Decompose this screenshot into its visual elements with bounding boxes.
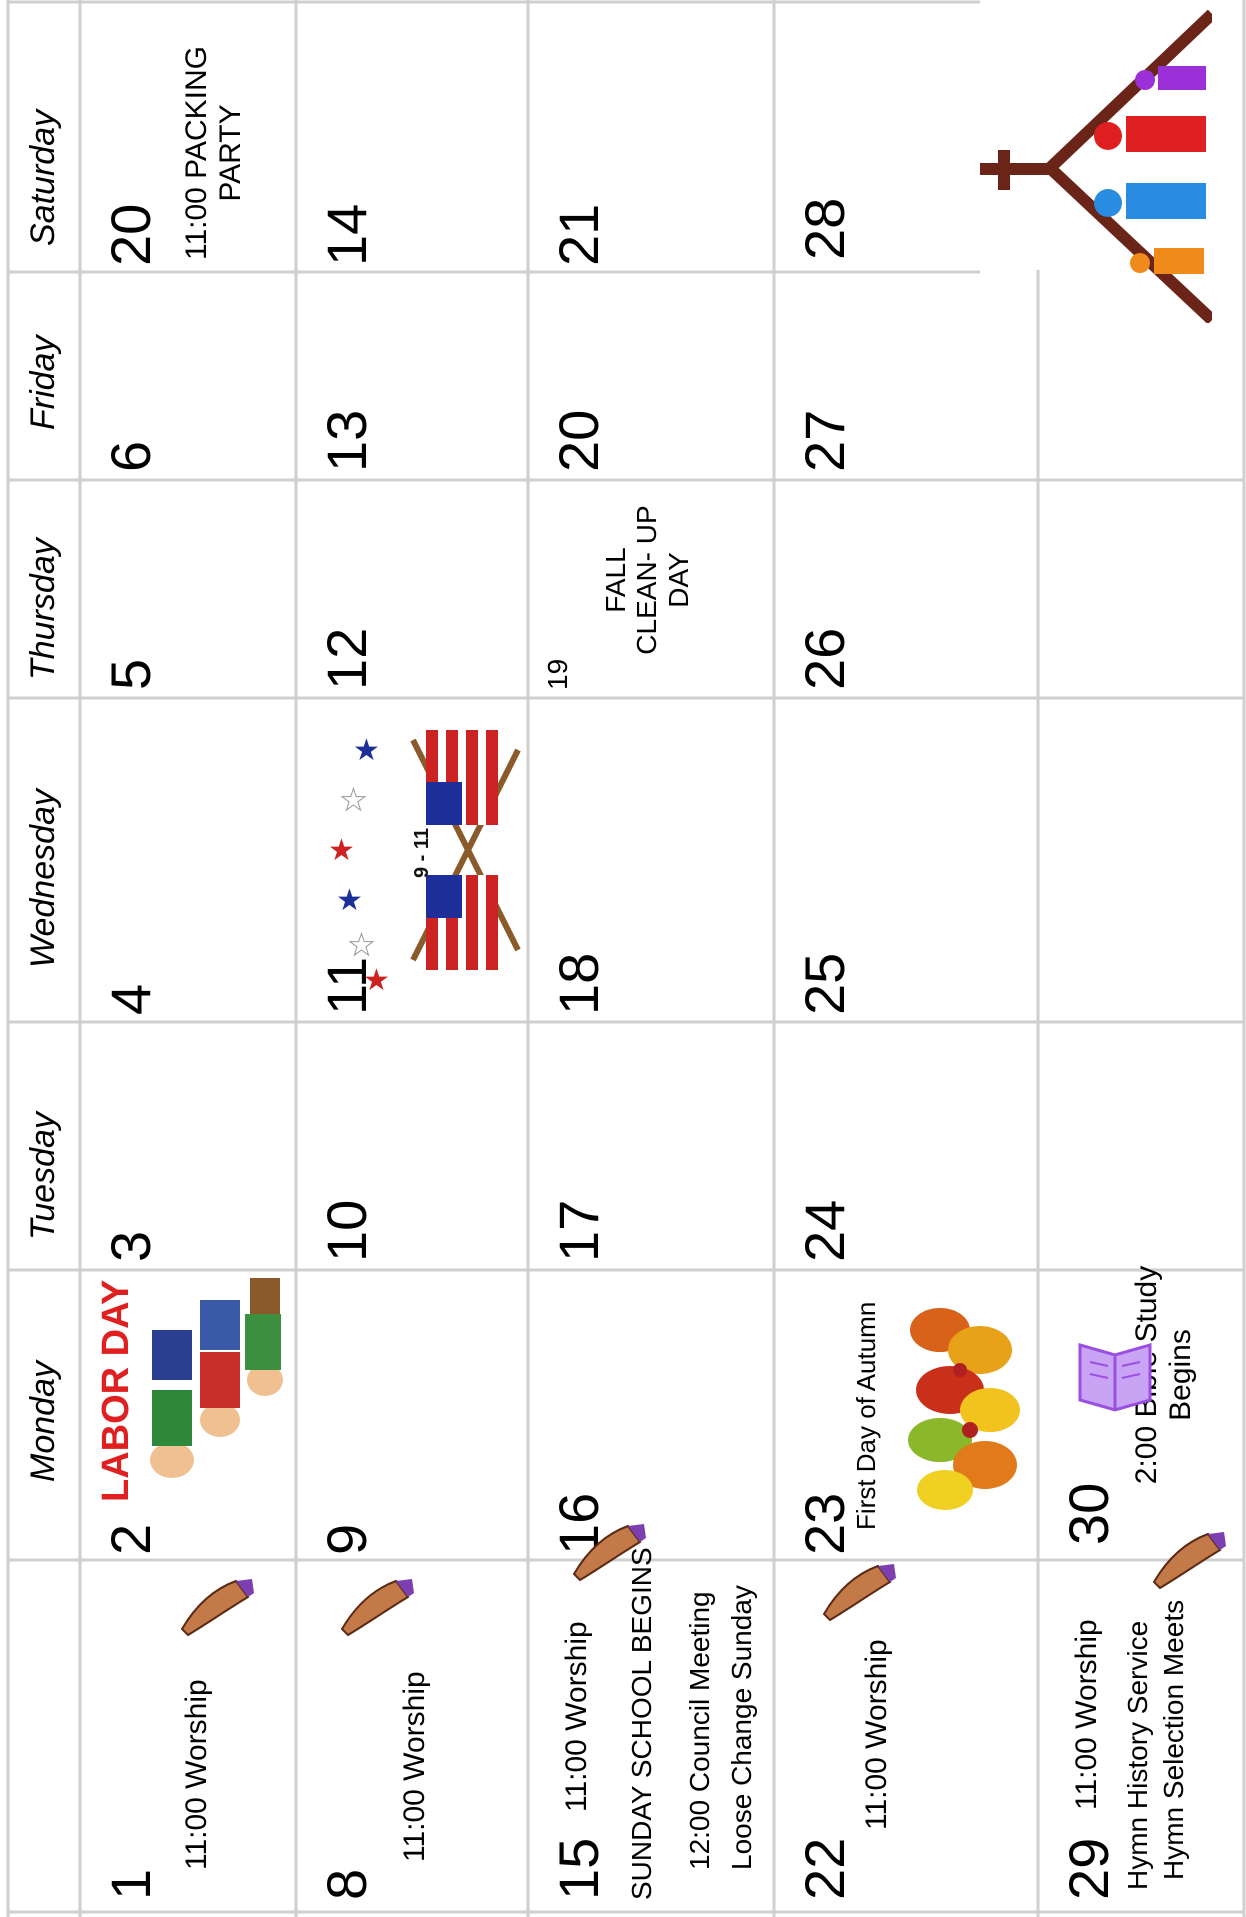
day-28: 28 xyxy=(793,197,856,260)
header-thursday: Thursday xyxy=(24,538,62,680)
svg-text:★: ★ xyxy=(348,928,375,963)
praying-hands-icon xyxy=(1150,1528,1228,1590)
flag-bottom xyxy=(426,875,498,970)
day-9: 9 xyxy=(315,1523,378,1555)
event-worship-29: 11:00 Worship xyxy=(1070,1619,1103,1810)
day-19: 19 xyxy=(542,658,573,690)
day-30: 30 xyxy=(1057,1482,1120,1545)
day-2: 2 xyxy=(99,1523,162,1555)
packing-party-line1: 11:00 PACKING xyxy=(180,46,213,260)
flag-top xyxy=(426,730,498,825)
day-13: 13 xyxy=(315,409,378,472)
crossed-american-flags-icon: ★ ★ ★ ★ ★ ★ 9 - 11 xyxy=(318,700,528,1000)
labor-day-workers-icon: LABOR DAY xyxy=(95,1270,290,1510)
svg-text:★: ★ xyxy=(353,733,380,768)
day-21: 21 xyxy=(547,203,610,266)
svg-text:★: ★ xyxy=(336,883,363,918)
labor-day-text: LABOR DAY xyxy=(100,1280,137,1502)
day-26: 26 xyxy=(793,627,856,690)
praying-hands-icon xyxy=(570,1520,648,1582)
header-saturday: Saturday xyxy=(24,109,62,246)
bible-study-line2: Begins xyxy=(1163,1329,1197,1421)
event-loose-change: Loose Change Sunday xyxy=(726,1585,757,1870)
event-worship-1: 11:00 Worship xyxy=(180,1679,213,1870)
packing-party-line2: PARTY xyxy=(213,104,247,202)
day-5: 5 xyxy=(99,658,162,690)
church-family-icon xyxy=(980,8,1217,325)
day-12: 12 xyxy=(315,627,378,690)
header-monday: Monday xyxy=(24,1361,62,1482)
day-14: 14 xyxy=(315,203,378,266)
day-10: 10 xyxy=(315,1199,378,1262)
day-15: 15 xyxy=(547,1837,610,1900)
day-29: 29 xyxy=(1057,1837,1120,1900)
fall-cleanup-line3: DAY xyxy=(662,552,694,608)
event-hymn-selection: Hymn Selection Meets xyxy=(1158,1599,1189,1880)
event-hymn-history: Hymn History Service xyxy=(1122,1620,1153,1890)
header-wednesday: Wednesday xyxy=(24,789,62,968)
day-25: 25 xyxy=(793,952,856,1015)
day-24: 24 xyxy=(793,1199,856,1262)
day-6: 6 xyxy=(99,440,162,472)
fall-cleanup-line2: CLEAN- UP xyxy=(631,505,663,655)
day-3: 3 xyxy=(99,1230,162,1262)
stars: ★ ★ ★ ★ ★ ★ xyxy=(328,733,390,998)
praying-hands-icon xyxy=(178,1575,256,1637)
day-4: 4 xyxy=(99,983,162,1015)
praying-hands-icon xyxy=(338,1575,416,1637)
day-17: 17 xyxy=(547,1199,610,1262)
event-sunday-school: SUNDAY SCHOOL BEGINS xyxy=(626,1547,657,1900)
day-22: 22 xyxy=(793,1837,856,1900)
open-bible-icon xyxy=(1070,1330,1160,1420)
fall-cleanup-line1: FALL xyxy=(600,547,631,613)
autumn-leaves-icon xyxy=(900,1290,1030,1520)
praying-hands-icon xyxy=(820,1560,898,1622)
event-worship-22: 11:00 Worship xyxy=(860,1639,893,1830)
event-fall-cleanup: FALL CLEAN- UP DAY xyxy=(600,480,694,680)
day-27: 27 xyxy=(793,409,856,472)
family-figures xyxy=(1094,66,1206,274)
event-worship-8: 11:00 Worship xyxy=(398,1671,431,1862)
day-20: 20 xyxy=(547,409,610,472)
event-first-day-autumn: First Day of Autumn xyxy=(851,1301,881,1530)
svg-text:★: ★ xyxy=(340,783,367,818)
header-tuesday: Tuesday xyxy=(24,1112,62,1240)
day-8: 8 xyxy=(315,1868,378,1900)
nine-eleven-text: 9 - 11 xyxy=(411,828,433,878)
day-18: 18 xyxy=(547,952,610,1015)
event-council-meeting: 12:00 Council Meeting xyxy=(684,1591,715,1870)
day-23: 23 xyxy=(793,1492,856,1555)
svg-text:★: ★ xyxy=(363,963,390,998)
svg-text:★: ★ xyxy=(328,833,355,868)
day-sat-20: 20 xyxy=(99,203,162,266)
event-worship-15: 11:00 Worship xyxy=(560,1621,593,1812)
header-friday: Friday xyxy=(24,335,62,430)
event-packing-party: 11:00 PACKING PARTY xyxy=(180,40,247,266)
worker-figures xyxy=(150,1278,283,1478)
day-1: 1 xyxy=(99,1868,162,1900)
